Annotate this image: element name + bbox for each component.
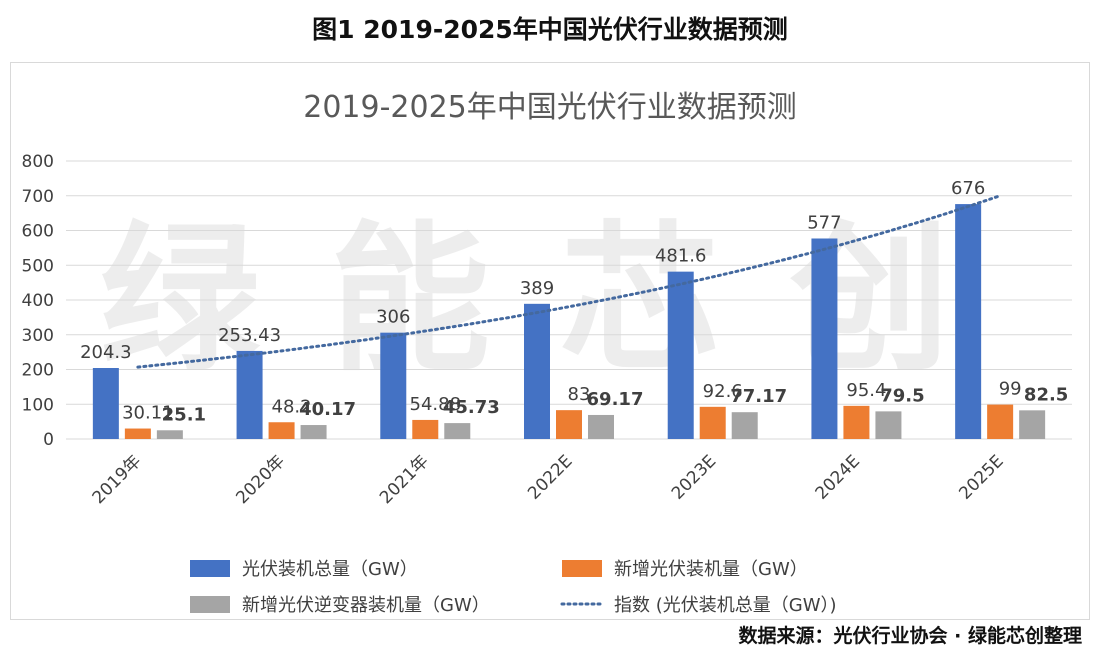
chart-title: 2019-2025年中国光伏行业数据预测: [303, 90, 797, 125]
x-tick-label: 2023E: [668, 451, 720, 503]
legend-label: 新增光伏逆变器装机量（GW）: [242, 595, 490, 616]
x-tick-label: 2025E: [955, 451, 1007, 503]
y-tick-label: 800: [22, 152, 54, 172]
legend-swatch: [190, 596, 230, 613]
data-label: 389: [520, 278, 554, 299]
bar: [875, 411, 902, 439]
x-tick-label: 2019年: [89, 451, 146, 508]
source-note: 数据来源：光伏行业协会 · 绿能芯创整理: [738, 625, 1082, 647]
y-tick-label: 200: [22, 361, 54, 381]
data-label: 30.11: [122, 403, 174, 424]
bar: [444, 423, 471, 439]
bar: [380, 332, 407, 439]
legend-label: 新增光伏装机量（GW）: [614, 559, 808, 580]
data-label: 82.5: [1024, 384, 1068, 405]
bar: [588, 414, 614, 439]
data-label: 676: [951, 178, 985, 199]
data-label: 25.1: [162, 404, 206, 425]
trendline: [136, 194, 1002, 369]
bar: [667, 271, 694, 439]
data-label: 69.17: [587, 389, 644, 410]
data-label: 95.4: [846, 380, 886, 401]
y-tick-label: 700: [22, 187, 54, 207]
legend-label: 指数 (光伏装机总量（GW）): [614, 595, 837, 616]
figure-title: 图1 2019-2025年中国光伏行业数据预测: [312, 15, 788, 44]
bar: [524, 303, 550, 439]
data-label: 40.17: [299, 399, 356, 420]
data-label: 54.88: [410, 394, 462, 415]
x-tick-label: 2024E: [812, 451, 864, 503]
chart-frame: [10, 62, 1090, 620]
data-label: 306: [376, 307, 410, 328]
data-label: 481.6: [655, 246, 707, 267]
x-tick-label: 2021年: [376, 451, 433, 508]
data-label: 79.5: [880, 385, 924, 406]
data-label: 83: [568, 384, 591, 405]
y-tick-label: 500: [22, 256, 54, 276]
y-tick-label: 300: [22, 326, 54, 346]
bar: [156, 430, 183, 439]
bar: [412, 419, 439, 439]
x-tick-label: 2022E: [524, 451, 576, 503]
bar: [268, 422, 295, 439]
bar: [300, 425, 327, 439]
y-tick-label: 100: [22, 395, 54, 415]
data-label: 92.6: [703, 381, 743, 402]
data-label: 577: [807, 212, 841, 233]
bar: [731, 412, 758, 439]
y-tick-label: 600: [22, 222, 54, 242]
bar: [556, 410, 582, 439]
bar: [92, 368, 119, 439]
bar: [987, 404, 1014, 439]
legend-swatch: [562, 560, 602, 577]
bar: [236, 350, 263, 439]
bar: [1019, 410, 1046, 439]
data-label: 45.73: [443, 397, 500, 418]
bar: [811, 238, 838, 439]
data-label: 77.17: [730, 386, 787, 407]
bar: [955, 204, 982, 439]
data-label: 204.3: [80, 342, 132, 363]
bar: [699, 406, 726, 439]
x-tick-label: 2020年: [232, 451, 289, 508]
bar: [843, 405, 870, 439]
y-tick-label: 0: [43, 430, 54, 450]
legend-label: 光伏装机总量（GW）: [242, 559, 418, 580]
legend-swatch: [190, 560, 230, 577]
data-label: 99: [999, 379, 1022, 400]
y-tick-label: 400: [22, 291, 54, 311]
data-label: 48.2: [272, 396, 312, 417]
data-label: 253.43: [218, 325, 281, 346]
bar: [124, 428, 151, 439]
